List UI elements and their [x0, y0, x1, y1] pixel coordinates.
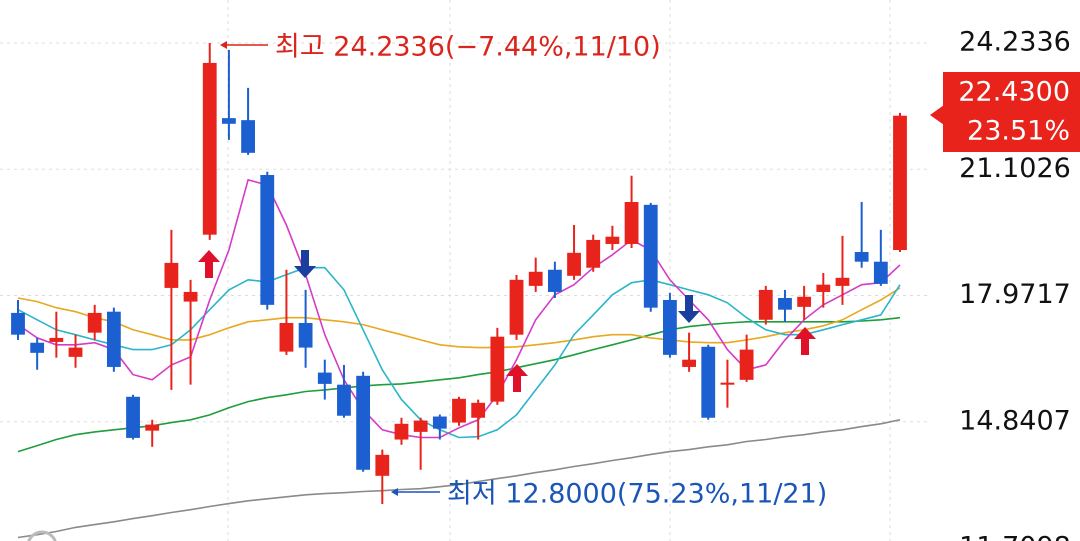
candle-body [471, 402, 486, 418]
candle-body [509, 279, 524, 335]
price-tag-pointer [930, 105, 944, 125]
grid [0, 0, 930, 541]
candle-body [682, 359, 696, 367]
y-tick-label: 21.1026 [959, 153, 1071, 184]
candle-body [260, 175, 275, 305]
candle-body [164, 262, 179, 288]
candle-body [528, 271, 543, 286]
candle-body [490, 336, 505, 402]
candle-body [183, 291, 198, 302]
candles [11, 43, 907, 505]
candle-body [854, 252, 869, 262]
candle-body [893, 115, 907, 251]
y-tick-label: 14.8407 [959, 405, 1071, 436]
settings-icon[interactable] [27, 530, 57, 541]
candle-body [126, 396, 140, 438]
candle-body [317, 372, 332, 384]
candle-body [68, 347, 83, 357]
candle-body [797, 296, 812, 307]
price-label: 22.4300 [958, 77, 1070, 108]
buy-signal [794, 327, 816, 355]
candle-body [30, 342, 45, 353]
candle-body [202, 62, 217, 235]
candle-body [106, 311, 121, 367]
candle-body [413, 420, 428, 432]
y-tick-label: 17.9717 [959, 279, 1071, 310]
sell-signal [678, 295, 700, 323]
candle-body [624, 202, 639, 244]
ma-line [17, 266, 901, 439]
candle-body [778, 297, 792, 310]
candle-body [816, 284, 831, 292]
annotation-arrow-head [220, 41, 227, 49]
candle-body [720, 382, 735, 385]
signals [198, 250, 816, 392]
buy-signal [198, 250, 220, 278]
high-annotation: 최고 24.2336(−7.44%,11/10) [220, 32, 661, 63]
candle-body [87, 312, 102, 333]
y-axis: 11.7098 14.8407 17.9717 21.1026 24.2336 [959, 27, 1071, 541]
ma-line [17, 316, 901, 453]
candle-body [873, 261, 888, 284]
candle-body [375, 454, 390, 476]
candle-body [643, 204, 658, 308]
candle-body [356, 375, 371, 470]
ma-line [17, 287, 901, 349]
candle-body [739, 349, 754, 380]
candle-body [337, 384, 351, 416]
y-tick-label: 24.2336 [959, 27, 1071, 58]
candle-body [145, 424, 160, 431]
buy-signal [506, 364, 528, 392]
ma-line [17, 419, 901, 539]
candle-body [758, 289, 773, 320]
candle-body [432, 416, 447, 429]
candle-body [241, 120, 255, 153]
candle-body [835, 277, 850, 286]
y-tick-label: 11.7098 [959, 532, 1071, 541]
candle-body [452, 398, 466, 423]
candle-body [605, 236, 620, 244]
price-tag-box [943, 72, 1080, 152]
sell-signal [294, 250, 316, 278]
candle-body [279, 322, 294, 352]
candle-body [567, 252, 581, 276]
candle-body [701, 346, 716, 418]
price-tag: 22.4300 23.51% [930, 72, 1080, 152]
candle-body [547, 269, 562, 292]
candle-body [298, 322, 313, 348]
low-label: 최저 12.8000(75.23%,11/21) [447, 479, 827, 510]
candle-body [394, 423, 409, 440]
candle-body [222, 118, 236, 124]
candle-body [586, 239, 601, 268]
high-label: 최고 24.2336(−7.44%,11/10) [275, 32, 661, 63]
candle-body [49, 337, 64, 342]
change-label: 23.51% [967, 116, 1070, 147]
candle-body [663, 300, 677, 355]
candle-body [11, 312, 25, 335]
annotation-arrow-head [391, 488, 398, 496]
low-annotation: 최저 12.8000(75.23%,11/21) [391, 479, 827, 510]
